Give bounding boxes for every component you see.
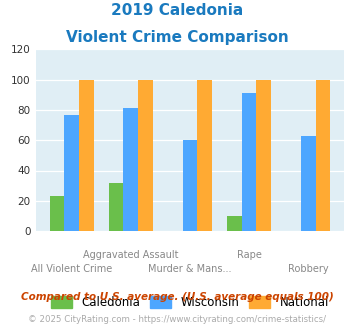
- Bar: [227, 216, 242, 231]
- Bar: [138, 80, 153, 231]
- Text: Robbery: Robbery: [288, 264, 328, 274]
- Text: Murder & Mans...: Murder & Mans...: [148, 264, 232, 274]
- Bar: [316, 80, 330, 231]
- Text: © 2025 CityRating.com - https://www.cityrating.com/crime-statistics/: © 2025 CityRating.com - https://www.city…: [28, 315, 327, 324]
- Bar: [109, 182, 124, 231]
- Text: Aggravated Assault: Aggravated Assault: [83, 250, 179, 260]
- Bar: [242, 93, 256, 231]
- Bar: [301, 136, 316, 231]
- Text: Violent Crime Comparison: Violent Crime Comparison: [66, 30, 289, 45]
- Legend: Caledonia, Wisconsin, National: Caledonia, Wisconsin, National: [46, 291, 334, 314]
- Text: All Violent Crime: All Violent Crime: [31, 264, 112, 274]
- Text: Compared to U.S. average. (U.S. average equals 100): Compared to U.S. average. (U.S. average …: [21, 292, 334, 302]
- Text: 2019 Caledonia: 2019 Caledonia: [111, 3, 244, 18]
- Bar: [64, 115, 79, 231]
- Bar: [182, 140, 197, 231]
- Bar: [197, 80, 212, 231]
- Bar: [124, 109, 138, 231]
- Bar: [79, 80, 94, 231]
- Bar: [50, 196, 64, 231]
- Text: Rape: Rape: [236, 250, 262, 260]
- Bar: [256, 80, 271, 231]
